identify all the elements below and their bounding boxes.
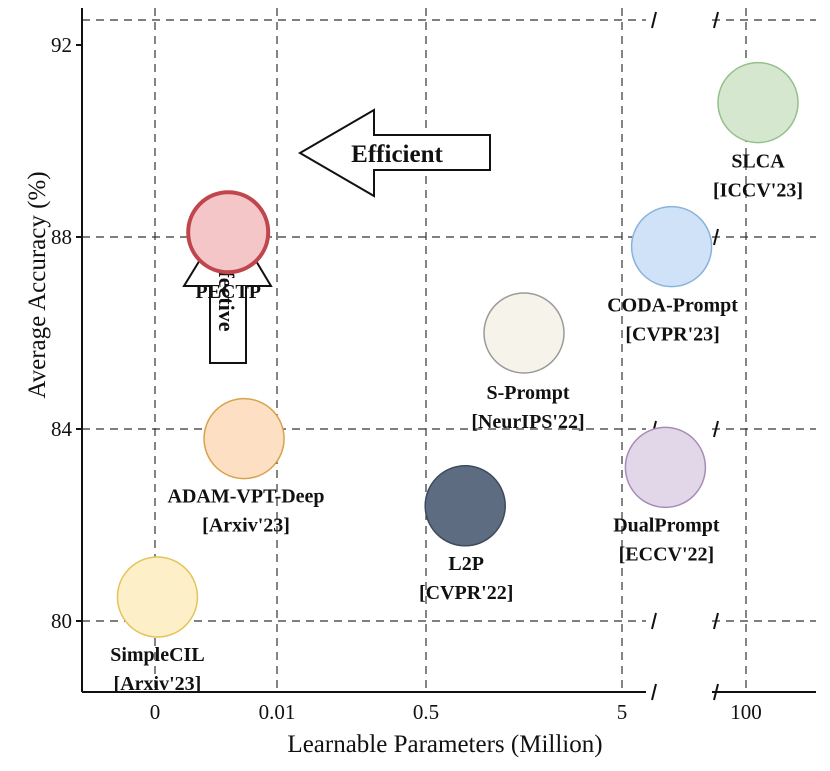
axes (81, 8, 816, 693)
y-axis-title: Average Accuracy (%) (24, 171, 51, 398)
grid-lines (82, 8, 816, 692)
bubble-venue-dualprompt: [ECCV'22] (619, 543, 715, 565)
bubble-label-slca: SLCA (731, 151, 785, 173)
x-tick-label-1: 0.01 (259, 700, 296, 724)
bubble-adam-vpt-deep (203, 397, 285, 480)
x-tick-label-0: 0 (150, 700, 161, 724)
y-tick-label-88: 88 (51, 225, 72, 249)
bubble-dualprompt (624, 426, 707, 509)
axis-break-right-2 (713, 420, 719, 438)
efficient-arrow (298, 108, 491, 198)
axis-break-left-3 (651, 612, 657, 630)
bubble-venue-simplecil: [Arxiv'23] (114, 673, 202, 695)
bubble-label-dualprompt: DualPrompt (613, 514, 720, 536)
x-tick-label-3: 5 (617, 700, 628, 724)
bubble-slca (717, 61, 799, 144)
y-tick-label-84: 84 (51, 417, 73, 441)
y-tick-label-92: 92 (51, 33, 72, 57)
axis-break-right-4 (713, 683, 719, 701)
bubble-label-l2p: L2P (448, 553, 484, 575)
bubble-coda-prompt (630, 205, 713, 288)
bubble-s-prompt (483, 292, 565, 374)
bubble-venue-s-prompt: [NeurIPS'22] (471, 411, 584, 433)
efficient-label: Efficient (351, 141, 443, 168)
bubble-venue-l2p: [CVPR'22] (419, 582, 513, 604)
bubble-label-simplecil: SimpleCIL (110, 644, 204, 666)
axis-break-right-3 (713, 612, 719, 630)
axis-break-right-1 (713, 228, 719, 246)
bubble-simplecil (116, 556, 199, 638)
axis-break-right-0 (713, 11, 719, 29)
bubble-venue-coda-prompt: [CVPR'23] (625, 324, 719, 346)
y-tick-label-80: 80 (51, 609, 72, 633)
bubble-venue-slca: [ICCV'23] (713, 180, 803, 202)
bubble-pectp (186, 190, 271, 275)
x-tick-label-4: 100 (730, 700, 762, 724)
axis-break-left-0 (651, 11, 657, 29)
bubbles (116, 61, 799, 638)
axis-break-left-4 (651, 683, 657, 701)
bubble-label-coda-prompt: CODA-Prompt (607, 295, 738, 317)
x-tick-label-2: 0.5 (413, 700, 439, 724)
bubble-label-adam-vpt-deep: ADAM-VPT-Deep (168, 486, 325, 508)
bubble-label-s-prompt: S-Prompt (487, 382, 570, 404)
bubble-venue-adam-vpt-deep: [Arxiv'23] (202, 515, 290, 537)
bubble-labels: PECTP CODA-Prompt [CVPR'23] SLCA [ICCV'23] S-… (110, 151, 803, 695)
bubble-label-pectp: PECTP (195, 281, 261, 303)
tick-labels: 80 84 88 92 0 0.01 0.5 5 100 (51, 11, 762, 724)
bubble-l2p (424, 465, 506, 547)
x-axis-title: Learnable Parameters (Million) (287, 731, 602, 758)
